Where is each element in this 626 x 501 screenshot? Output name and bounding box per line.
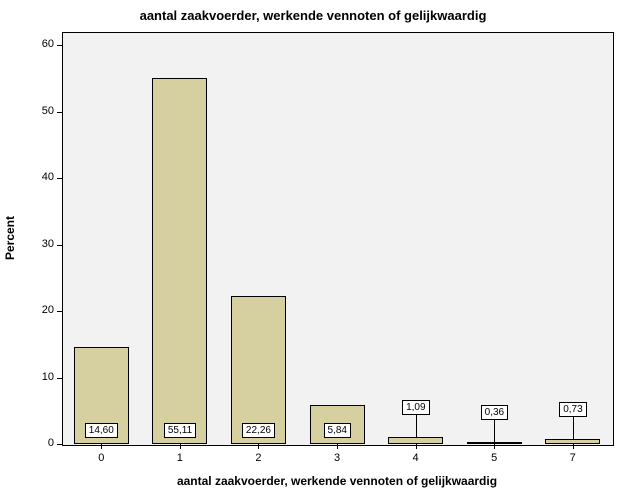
x-tick: [494, 444, 495, 449]
x-axis-label: aantal zaakvoerder, werkende vennoten of…: [177, 474, 497, 488]
bar: [388, 437, 443, 444]
bar-value-label: 14,60: [85, 423, 118, 438]
x-tick: [180, 444, 181, 449]
chart-container: aantal zaakvoerder, werkende vennoten of…: [0, 0, 626, 501]
bar: [545, 439, 600, 444]
y-tick: [57, 444, 62, 445]
label-connector: [573, 417, 574, 439]
x-tick-label: 1: [177, 452, 183, 464]
bar-value-label: 0,73: [559, 402, 586, 417]
y-tick: [57, 45, 62, 46]
bar-value-label: 1,09: [402, 400, 429, 415]
y-tick-label: 0: [48, 437, 54, 449]
y-tick-label: 50: [42, 105, 54, 117]
x-tick: [337, 444, 338, 449]
y-tick: [57, 178, 62, 179]
x-tick-label: 0: [98, 452, 104, 464]
x-tick: [416, 444, 417, 449]
bar: [152, 78, 207, 444]
bar-value-label: 5,84: [324, 423, 351, 438]
plot-area: [62, 32, 614, 446]
y-tick: [57, 378, 62, 379]
label-connector: [416, 415, 417, 437]
y-tick: [57, 311, 62, 312]
bar: [231, 296, 286, 444]
y-tick-label: 20: [42, 304, 54, 316]
y-tick: [57, 245, 62, 246]
bar-value-label: 55,11: [164, 423, 196, 438]
label-connector: [494, 420, 495, 442]
bar-value-label: 22,26: [242, 423, 275, 438]
x-tick: [258, 444, 259, 449]
y-tick-label: 10: [42, 371, 54, 383]
bar-value-label: 0,36: [481, 405, 508, 420]
y-tick-label: 60: [42, 38, 54, 50]
x-tick: [101, 444, 102, 449]
x-tick-label: 2: [255, 452, 261, 464]
x-tick-label: 4: [413, 452, 419, 464]
x-tick: [573, 444, 574, 449]
bar: [467, 442, 522, 444]
y-tick-label: 40: [42, 171, 54, 183]
y-tick-label: 30: [42, 238, 54, 250]
y-axis-label: Percent: [3, 216, 17, 260]
chart-title: aantal zaakvoerder, werkende vennoten of…: [0, 8, 626, 23]
x-tick-label: 3: [334, 452, 340, 464]
x-tick-label: 5: [491, 452, 497, 464]
x-tick-label: 7: [570, 452, 576, 464]
y-tick: [57, 112, 62, 113]
